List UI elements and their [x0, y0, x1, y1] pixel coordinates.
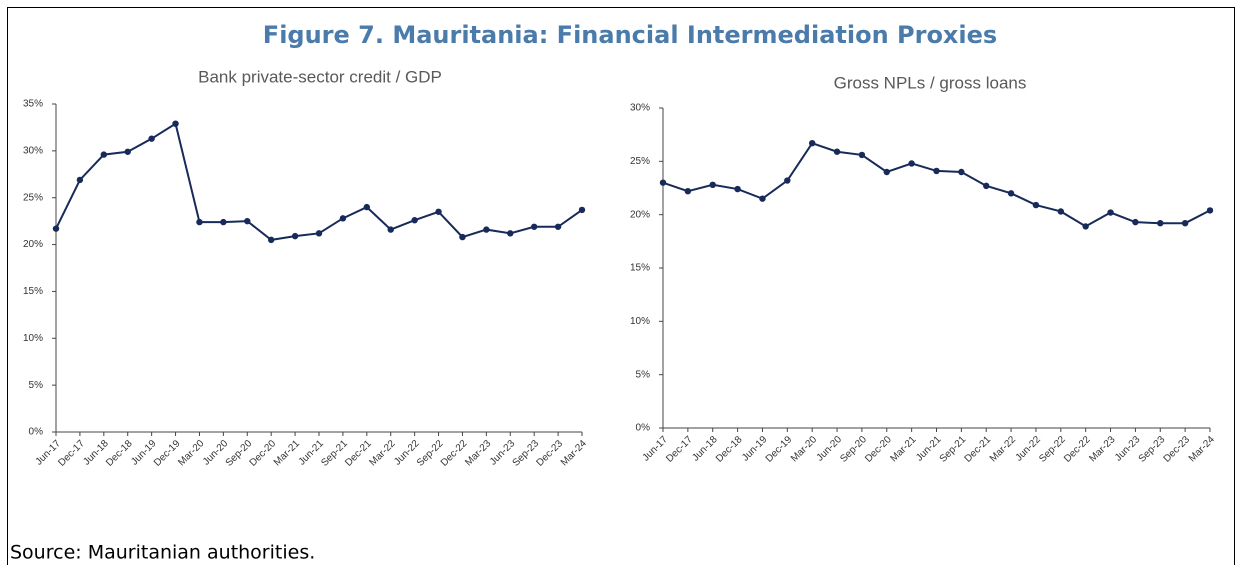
y-tick-label: 30%	[630, 103, 650, 114]
x-tick-label: Sep-23	[1137, 434, 1168, 465]
data-point	[1181, 220, 1189, 227]
data-point	[858, 151, 866, 159]
data-point	[958, 168, 965, 176]
x-tick-label: Mar-24	[559, 438, 589, 468]
y-tick-label: 0%	[29, 427, 44, 438]
data-point	[1082, 223, 1089, 230]
data-point	[1157, 220, 1164, 227]
y-tick-label: 10%	[23, 333, 43, 344]
x-tick-label: Mar-22	[988, 434, 1018, 464]
data-point	[411, 217, 418, 224]
figure-title: Figure 7. Mauritania: Financial Intermed…	[263, 21, 997, 49]
x-tick-label: Dec-17	[664, 434, 695, 465]
x-tick-label: Dec-18	[714, 434, 745, 465]
data-point	[483, 226, 490, 233]
data-point	[759, 195, 766, 202]
y-tick-label: 20%	[630, 209, 650, 220]
x-tick-label: Mar-24	[1187, 434, 1217, 464]
y-tick-label: 30%	[23, 145, 43, 156]
series-line	[662, 142, 1211, 228]
frame	[7, 7, 1235, 565]
x-tick-label: Dec-19	[152, 438, 183, 469]
data-point	[52, 225, 60, 232]
data-point	[908, 160, 915, 167]
data-point	[784, 177, 791, 184]
chart-title: Gross NPLs / gross loans	[834, 73, 1027, 92]
data-point	[315, 230, 323, 237]
data-point	[435, 208, 442, 215]
data-point	[933, 167, 940, 175]
data-point	[578, 206, 586, 214]
data-point	[76, 176, 84, 184]
data-point	[363, 203, 371, 211]
x-tick-label: Dec-17	[56, 438, 87, 469]
data-point	[530, 223, 538, 230]
source: Source: Mauritanian authorities.	[10, 542, 315, 564]
x-tick-label: Dec-20	[863, 434, 894, 465]
x-tick-label: Dec-21	[963, 434, 994, 465]
x-tick-label: Dec-22	[1062, 434, 1093, 465]
x-tick-label: Dec-19	[764, 434, 795, 465]
data-point	[507, 230, 514, 237]
data-point	[1032, 201, 1040, 209]
x-tick-label: Mar-22	[368, 438, 398, 468]
data-point	[1132, 218, 1139, 226]
chart-title: Bank private-sector credit / GDP	[198, 67, 442, 86]
x-tick-label: Sep-21	[938, 434, 969, 465]
data-point	[1007, 190, 1015, 197]
data-point	[883, 168, 890, 176]
y-tick-label: 5%	[29, 380, 44, 391]
y-tick-label: 10%	[630, 316, 650, 327]
x-tick-label: Dec-20	[248, 438, 279, 469]
x-tick-label: Mar-23	[463, 438, 493, 468]
x-tick-label: Dec-21	[343, 438, 374, 469]
x-tick-label: Mar-20	[789, 434, 819, 464]
data-point	[339, 215, 347, 222]
data-point	[267, 236, 275, 244]
y-tick-label: 0%	[636, 423, 651, 434]
y-tick-label: 5%	[636, 369, 651, 380]
data-point	[709, 181, 716, 188]
data-point	[196, 218, 203, 226]
data-point	[291, 232, 299, 240]
data-point	[220, 218, 227, 226]
y-tick-label: 25%	[630, 156, 650, 167]
data-point	[124, 148, 131, 155]
data-point	[244, 217, 251, 225]
data-point	[100, 151, 108, 158]
x-tick-label: Sep-20	[838, 434, 869, 465]
data-point	[808, 140, 816, 147]
x-tick-label: Sep-22	[1037, 434, 1068, 465]
x-tick-label: Dec-23	[534, 438, 565, 469]
data-point	[387, 226, 394, 233]
x-tick-label: Dec-18	[104, 438, 135, 469]
y-tick-label: 25%	[23, 192, 43, 203]
data-point	[554, 223, 562, 230]
y-tick-label: 15%	[23, 286, 43, 297]
x-tick-label: Mar-21	[888, 434, 918, 464]
data-point	[983, 182, 990, 190]
data-point	[148, 135, 155, 142]
x-tick-label: Dec-23	[1162, 434, 1193, 465]
y-tick-label: 35%	[23, 99, 43, 110]
data-point	[684, 188, 692, 195]
data-point	[1107, 209, 1114, 216]
data-point	[459, 233, 466, 241]
x-tick-label: Mar-21	[272, 438, 302, 468]
x-tick-label: Mar-20	[176, 438, 206, 468]
data-point	[734, 185, 741, 193]
data-point	[1206, 207, 1214, 214]
x-tick-label: Dec-22	[439, 438, 470, 469]
x-tick-label: Mar-23	[1087, 434, 1117, 464]
data-point	[172, 120, 179, 127]
y-tick-label: 20%	[23, 239, 43, 250]
y-tick-label: 15%	[630, 263, 650, 274]
data-point	[1057, 208, 1065, 215]
data-point	[659, 179, 667, 186]
data-point	[833, 148, 841, 155]
series-line	[55, 122, 583, 241]
